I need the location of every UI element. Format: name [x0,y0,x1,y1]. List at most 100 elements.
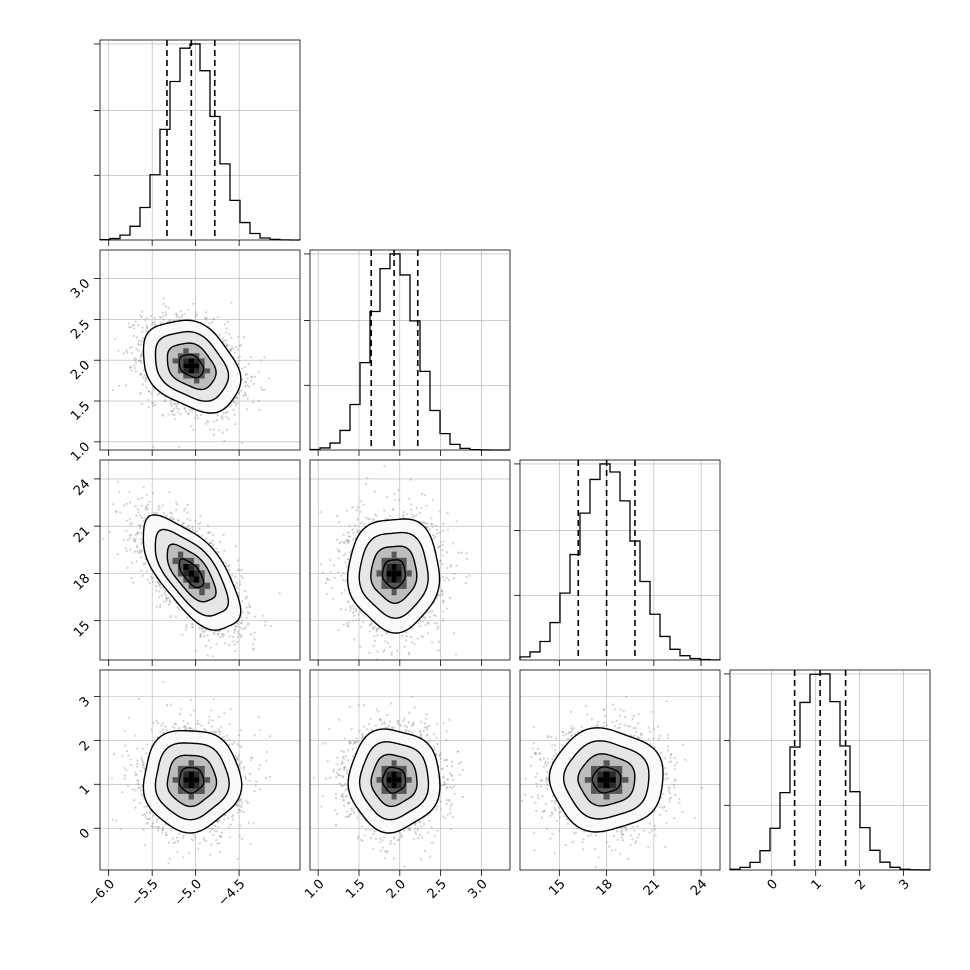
sample-point [336,756,339,759]
sample-point [372,518,375,521]
sample-point [438,649,441,652]
sample-point [111,818,114,821]
sample-point [164,725,167,728]
sample-point [170,516,173,519]
density-contour [178,558,205,589]
sample-point [386,726,389,729]
sample-point [386,850,389,853]
sample-point [239,797,242,801]
sample-point [147,406,150,409]
sample-point [217,821,220,824]
sample-point [409,478,412,481]
sample-point [186,511,189,514]
sample-point [182,522,185,525]
sample-point [213,731,216,734]
sample-point [199,521,202,525]
sample-point [177,519,180,522]
sample-point [414,832,417,835]
sample-point [219,851,222,854]
sample-point [410,641,414,644]
sample-point [383,836,386,839]
sample-point [145,752,148,755]
sample-point [397,489,400,492]
sample-point [134,734,137,737]
sample-point [172,402,175,406]
sample-point [237,335,240,338]
sample-point [206,654,209,657]
sample-point [210,843,213,846]
sample-point [210,827,213,830]
sample-point [129,523,132,526]
sample-point [217,819,220,822]
sample-point [167,596,170,599]
sample-point [216,842,219,845]
sample-point [245,380,248,383]
sample-point [361,839,364,842]
sample-point [224,411,228,414]
sample-point [218,834,221,837]
sample-point [429,610,432,613]
sample-point [148,812,152,815]
sample-point [362,614,365,617]
density-cell [177,765,184,772]
sample-point [240,635,243,639]
sample-point [393,836,396,839]
density-contour [178,353,205,379]
sample-point [420,506,423,509]
sample-point [345,538,348,541]
sample-point [235,757,238,761]
sample-point [351,739,354,742]
sample-point [437,546,440,549]
sample-point [324,741,327,745]
sample-point [205,317,208,320]
sample-point [141,747,144,750]
sample-point [141,383,145,386]
sample-point [441,562,444,566]
density-contour [154,528,230,617]
sample-point [389,842,392,846]
sample-point [236,804,239,807]
sample-point [326,578,329,581]
sample-point [222,634,225,637]
sample-point [359,645,362,648]
sample-point [384,726,387,729]
sample-point [361,734,364,737]
sample-point [112,503,115,506]
sample-point [442,601,445,604]
sample-point [352,607,355,610]
sample-point [345,622,348,625]
sample-point [351,747,354,751]
sample-point [380,634,384,637]
sample-point [174,312,177,315]
sample-point [189,714,192,717]
sample-point [139,355,142,358]
sample-point [248,385,251,388]
sample-point [448,772,452,775]
density-cell [199,576,205,583]
sample-point [196,722,199,726]
sample-point [236,569,239,572]
sample-point [221,337,224,340]
sample-point [182,856,185,859]
sample-point [145,324,148,327]
sample-point [396,720,399,723]
sample-point [348,740,351,743]
sample-point [194,315,197,318]
sample-point [353,614,356,617]
sample-point [228,635,231,638]
sample-point [137,511,140,514]
sample-point [321,742,324,745]
sample-point [164,834,167,837]
sample-point [130,522,133,525]
sample-point [134,789,137,792]
sample-point [349,605,352,608]
sample-point [329,776,332,779]
sample-point [353,741,357,744]
sample-point [225,734,228,738]
density-cell [177,777,184,783]
sample-point [129,365,132,369]
sample-point [199,413,203,417]
sample-point [238,763,241,767]
sample-point [346,558,349,561]
sample-point [233,413,236,416]
